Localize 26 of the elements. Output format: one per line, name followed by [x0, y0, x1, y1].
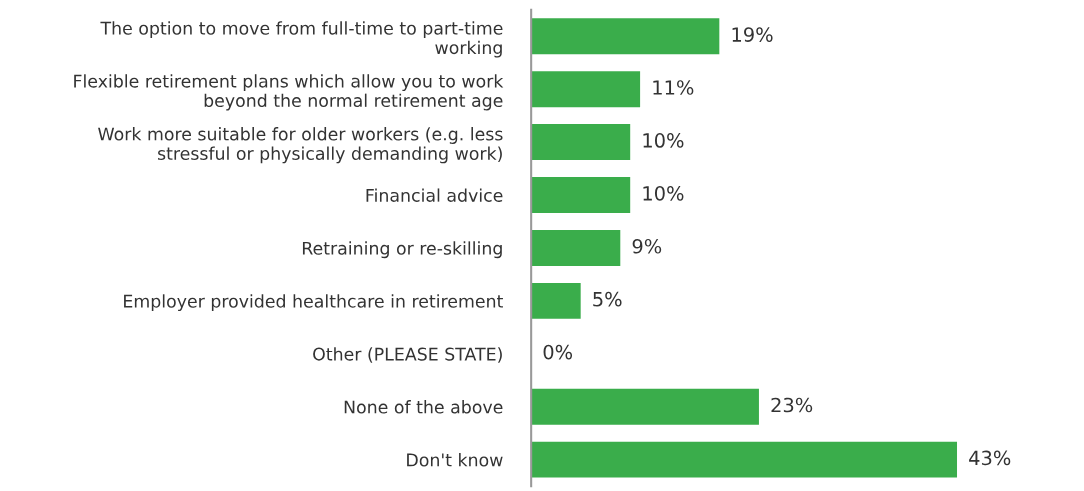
y-tick-label: Other (PLEASE STATE)	[313, 347, 502, 363]
data-label: 23%	[771, 397, 813, 413]
y-tick-label: The option to move from full-time to part-time working	[100, 21, 503, 58]
data-label: 11%	[653, 80, 694, 95]
bar	[531, 388, 759, 425]
y-tick-label: Employer provided healthcare in retirement	[124, 294, 503, 312]
data-label: 10%	[643, 185, 684, 201]
y-tick-label: Work more suitable for older workers (e.g. less stressful or physically demanding work)	[98, 127, 503, 164]
bar	[531, 229, 621, 266]
y-tick-label: Flexible retirement plans which allow you to work beyond the normal retirement age	[74, 74, 504, 111]
data-label: 5%	[593, 291, 622, 307]
data-label: 0%	[543, 344, 573, 360]
bar	[531, 71, 641, 108]
bar	[531, 441, 958, 478]
y-tick-label: None of the above	[344, 400, 503, 414]
data-label: 19%	[732, 27, 773, 42]
data-label: 43%	[969, 450, 1011, 466]
bar	[531, 282, 581, 319]
y-tick-label: Retraining or re-skilling	[302, 241, 502, 259]
bar	[531, 124, 631, 161]
data-label: 9%	[632, 238, 662, 254]
y-tick-label: Financial advice	[366, 188, 503, 202]
y-tick-label: Don't know	[407, 453, 503, 467]
data-label: 10%	[643, 133, 684, 148]
bar	[531, 177, 631, 214]
bar	[531, 18, 720, 55]
